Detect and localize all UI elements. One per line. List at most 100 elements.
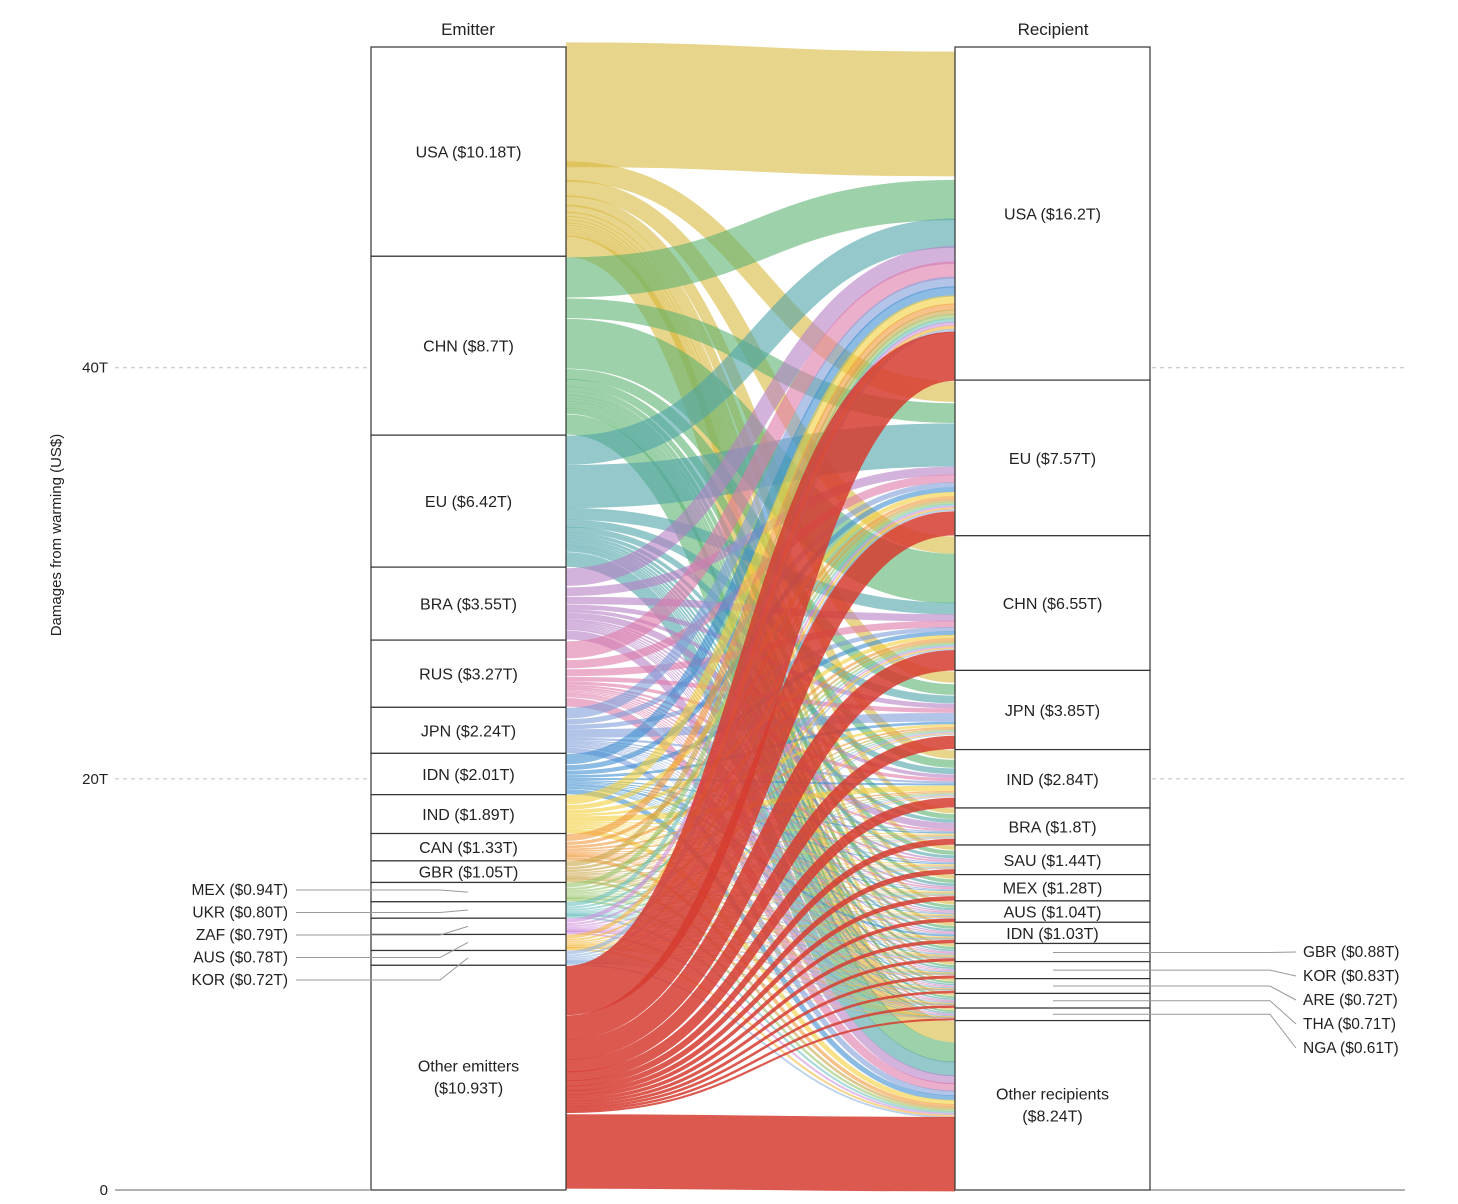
recipient-label-sau: SAU ($1.44T) [1004, 853, 1102, 870]
recipient-label-eu: EU ($7.57T) [1009, 451, 1096, 468]
recipient-leader-tha [1053, 1000, 1297, 1025]
emitter-node-ind [370, 794, 567, 835]
y-tick-label-20: 20T [82, 771, 108, 788]
flow-can-to-tha [565, 856, 956, 1004]
flow-other-to-eu [565, 511, 956, 1040]
flow-gbr-to-usa [565, 309, 956, 867]
flow-mex-to-idn [565, 897, 956, 939]
flow-idn-to-usa [565, 286, 956, 765]
emitter-label-bra: BRA ($3.55T) [420, 597, 517, 614]
emitter-label-chn: CHN ($8.7T) [423, 339, 514, 356]
flow-other-to-ind [565, 797, 956, 1082]
recipient-label-ind: IND ($2.84T) [1006, 772, 1098, 789]
recipient-label-tha: THA ($0.71T) [1303, 1016, 1396, 1033]
emitter-node-jpn [370, 706, 567, 754]
flow-ind-to-bra [565, 821, 956, 835]
emitter-label-ukr: UKR ($0.80T) [192, 905, 288, 922]
flow-other-to-other [565, 1114, 956, 1192]
flow-other-to-are [565, 990, 956, 1109]
flow-other-to-bra [565, 838, 956, 1087]
recipient-label-gbr: GBR ($0.88T) [1303, 944, 1399, 961]
emitter-node-aus [370, 933, 567, 952]
recipient-node-bra [954, 807, 1151, 846]
flow-bra-to-usa [565, 246, 956, 586]
recipient-leader-kor [1053, 969, 1297, 977]
emitter-label-other-line-1: Other emitters [418, 1059, 519, 1076]
recipient-leader-gbr [1053, 951, 1297, 954]
emitter-label-idn: IDN ($2.01T) [422, 767, 514, 784]
emitter-node-other [370, 964, 567, 1191]
flow-mex-to-sau [565, 866, 956, 896]
flow-idn-to-sau [565, 781, 956, 865]
flow-rus-to-idn [565, 691, 956, 934]
recipient-node-usa [954, 46, 1151, 381]
flow-eu-to-usa [565, 218, 956, 465]
recipient-node-mex [954, 873, 1151, 902]
emitter-label-aus: AUS ($0.78T) [193, 950, 288, 967]
recipient-label-other-line-1: Other recipients [996, 1086, 1109, 1103]
flow-idn-to-kor [565, 786, 956, 973]
flow-usa-to-usa [565, 42, 956, 177]
flow-layer [563, 42, 958, 1192]
emitter-node-zaf [370, 917, 567, 936]
emitter-label-rus: RUS ($3.27T) [419, 667, 518, 684]
emitter-label-can: CAN ($1.33T) [419, 840, 518, 857]
recipient-label-idn: IDN ($1.03T) [1006, 926, 1098, 943]
emitter-label-usa: USA ($10.18T) [416, 145, 522, 162]
emitter-label-gbr: GBR ($1.05T) [419, 865, 519, 882]
flow-other-to-sau [565, 869, 956, 1092]
flow-can-to-usa [565, 303, 956, 841]
flow-can-to-are [565, 855, 956, 990]
flow-jpn-to-usa [565, 276, 956, 719]
recipient-label-are: ARE ($0.72T) [1303, 992, 1398, 1009]
recipient-node-sau [954, 844, 1151, 876]
recipient-node-other [954, 1019, 1151, 1191]
y-tick-label-0: 0 [100, 1182, 108, 1199]
flow-mex-to-gbr [565, 897, 956, 958]
emitter-node-bra [370, 566, 567, 641]
flow-other-to-tha [565, 1005, 956, 1112]
flow-other-to-chn [565, 650, 956, 1060]
flow-other-to-aus [565, 918, 956, 1099]
emitter-node-usa [370, 46, 567, 257]
recipient-node-eu [954, 379, 1151, 537]
label-layer: 0 20T 40T USA ($10.18T) CHN ($8.7T) EU ($6.42… [82, 145, 1399, 1199]
emitter-node-ukr [370, 901, 567, 919]
emitter-column-header: Emitter [441, 20, 495, 39]
recipient-label-other-line-2: ($8.24T) [1022, 1108, 1082, 1125]
emitter-label-zaf: ZAF ($0.79T) [196, 927, 288, 944]
recipient-label-bra: BRA ($1.8T) [1008, 819, 1096, 836]
flow-other-to-mex [565, 896, 956, 1096]
flow-chn-to-usa [565, 179, 956, 298]
emitter-node-rus [370, 639, 567, 708]
recipient-label-mex: MEX ($1.28T) [1003, 881, 1103, 898]
flow-other-to-gbr [565, 958, 956, 1105]
grid-layer [115, 367, 1405, 1191]
recipient-label-chn: CHN ($6.55T) [1003, 596, 1103, 613]
y-axis-label: Damages from warming (US$) [48, 434, 65, 637]
flow-bra-to-tha [565, 628, 956, 1001]
emitter-leader-mex [296, 889, 469, 893]
recipient-label-jpn: JPN ($3.85T) [1005, 703, 1100, 720]
recipient-leader-are [1053, 985, 1297, 1001]
emitter-leader-aus [296, 942, 469, 958]
emitter-leader-ukr [296, 909, 469, 913]
recipient-node-chn [954, 535, 1151, 672]
emitter-label-kor: KOR ($0.72T) [192, 972, 288, 989]
flow-mex-to-jpn [565, 729, 956, 894]
flow-idn-to-are [565, 787, 956, 989]
flow-rus-to-usa [565, 261, 956, 659]
node-layer [370, 46, 1151, 1191]
recipient-label-usa: USA ($16.2T) [1004, 207, 1101, 224]
flow-other-to-usa [563, 331, 958, 1016]
emitter-node-eu [370, 434, 567, 568]
emitter-node-can [370, 832, 567, 862]
emitter-node-mex [370, 881, 567, 903]
recipient-node-ind [954, 748, 1151, 809]
flow-ind-to-usa [565, 295, 956, 805]
recipient-leader-nga [1053, 1013, 1297, 1049]
emitter-leader-zaf [296, 925, 469, 936]
recipient-column-header: Recipient [1018, 20, 1089, 39]
recipient-label-aus: AUS ($1.04T) [1004, 905, 1102, 922]
